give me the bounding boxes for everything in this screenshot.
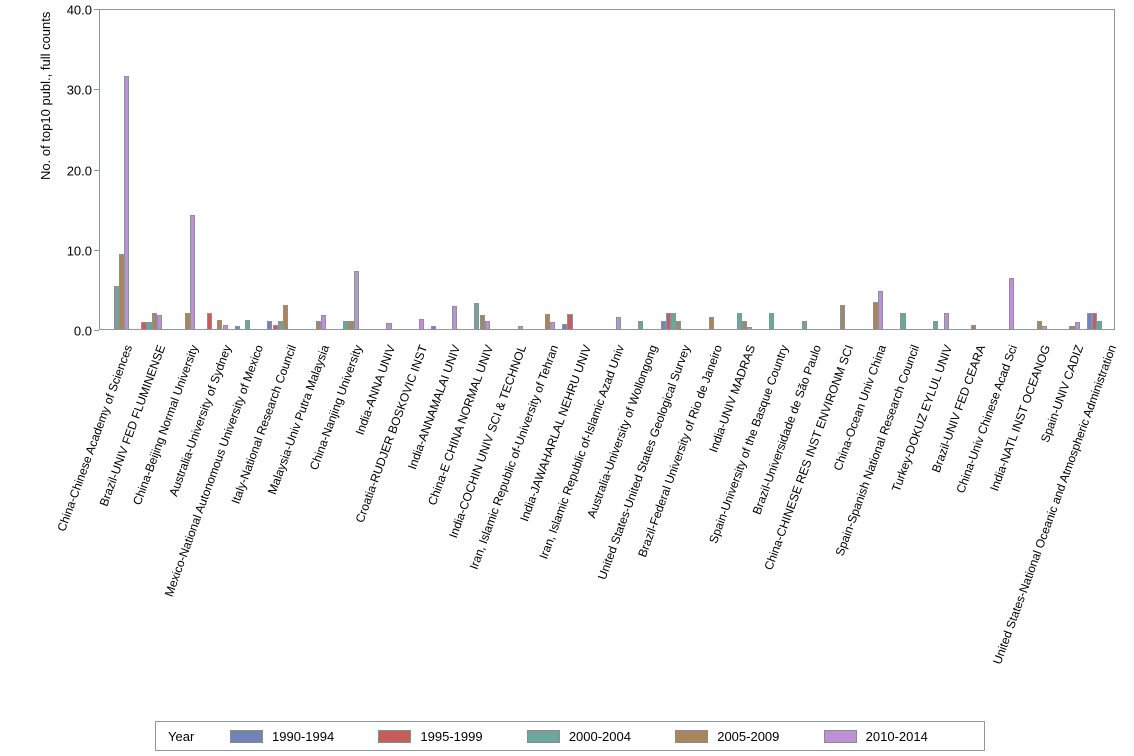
bar-1990-1994 <box>431 326 437 329</box>
bar-2005-2009 <box>348 321 354 329</box>
bar-2005-2009 <box>1069 326 1075 329</box>
bar-2010-2014 <box>1074 322 1080 329</box>
bar-2010-2014 <box>124 76 130 329</box>
bar-1995-1999 <box>272 325 278 329</box>
bar-1995-1999 <box>567 314 573 329</box>
bar-2000-2004 <box>244 320 251 329</box>
bar-2005-2009 <box>1036 321 1042 329</box>
bar-2010-2014 <box>1041 326 1048 329</box>
bar-2005-2009 <box>840 305 846 329</box>
bar-2000-2004 <box>277 321 283 329</box>
bar-2000-2004 <box>474 303 480 329</box>
bar-2000-2004 <box>146 322 152 329</box>
bar-2000-2004 <box>900 313 906 329</box>
bar-2005-2009 <box>479 315 485 329</box>
y-tick-label: 20.0 <box>66 163 92 178</box>
bar-2010-2014 <box>615 317 621 329</box>
legend-swatch-1990-1994 <box>230 729 263 743</box>
bar-2000-2004 <box>1097 321 1103 329</box>
legend: Year 1990-1994 1995-1999 2000-2004 2005-200… <box>155 721 985 751</box>
legend-label: 1995-1999 <box>420 728 483 744</box>
bar-2005-2009 <box>708 317 715 329</box>
bar-1990-1994 <box>660 321 666 329</box>
bar-2005-2009 <box>872 302 878 329</box>
bar-2010-2014 <box>386 323 392 329</box>
bar-2010-2014 <box>222 325 228 329</box>
bar-2005-2009 <box>315 321 321 329</box>
x-axis-label: India-NATL INST OCEANOG <box>987 343 1054 493</box>
bar-2005-2009 <box>184 313 190 329</box>
bar-2010-2014 <box>451 306 458 329</box>
legend-swatch-1995-1999 <box>378 729 412 743</box>
y-tick-mark <box>94 169 99 171</box>
bar-1995-1999 <box>206 313 213 329</box>
legend-item: 2000-2004 <box>526 728 675 744</box>
bar-2000-2004 <box>802 321 808 329</box>
legend-swatch-2000-2004 <box>526 729 560 743</box>
legend-item: 2010-2014 <box>823 728 972 744</box>
bar-2005-2009 <box>217 320 223 329</box>
bar-2010-2014 <box>550 322 556 329</box>
bar-2005-2009 <box>282 305 289 329</box>
legend-item: 2005-2009 <box>675 729 823 744</box>
y-tick-mark <box>94 9 99 10</box>
bar-2005-2009 <box>676 321 682 329</box>
legend-label: 2010-2014 <box>865 728 928 744</box>
y-tick-mark <box>94 330 99 331</box>
bar-2010-2014 <box>943 313 949 329</box>
bar-2005-2009 <box>971 325 977 329</box>
bar-2000-2004 <box>113 286 119 329</box>
bar-2000-2004 <box>670 313 677 329</box>
legend-title: Year <box>168 728 195 744</box>
legend-item: 1990-1994 <box>230 729 378 744</box>
bar-2005-2009 <box>119 254 125 329</box>
bar-2000-2004 <box>736 313 742 329</box>
bar-2005-2009 <box>545 314 551 329</box>
legend-swatch-2005-2009 <box>675 729 709 743</box>
x-axis-label: Turkey-DOKUZ EYLUL UNIV <box>888 343 955 494</box>
y-tick-label: 0.0 <box>73 323 92 339</box>
legend-label: 2005-2009 <box>717 728 780 744</box>
legend-label: 2000-2004 <box>568 728 631 744</box>
bar-2010-2014 <box>746 327 753 329</box>
bar-1990-1994 <box>267 321 273 329</box>
y-tick-label: 10.0 <box>66 243 92 259</box>
y-tick-label: 40.0 <box>66 2 92 18</box>
bar-2010-2014 <box>517 326 523 329</box>
x-axis-label: China-Univ Chinese Acad Sci <box>953 343 1021 496</box>
y-tick-mark <box>94 249 99 251</box>
bar-1990-1994 <box>562 324 568 329</box>
bar-2010-2014 <box>878 291 884 329</box>
bar-2005-2009 <box>741 321 747 329</box>
y-tick-label: 30.0 <box>66 82 92 98</box>
legend-swatch-2010-2014 <box>823 729 857 743</box>
bar-2010-2014 <box>320 315 326 329</box>
y-tick-mark <box>94 89 99 91</box>
bar-1990-1994 <box>234 326 240 329</box>
x-axis-label: Malaysia-Univ Putra Malaysia <box>264 343 333 497</box>
bar-2010-2014 <box>419 319 425 329</box>
bar-2010-2014 <box>353 271 359 329</box>
bar-2010-2014 <box>484 321 490 329</box>
legend-label: 1990-1994 <box>272 728 335 744</box>
bar-1990-1994 <box>1086 313 1092 329</box>
bar-2005-2009 <box>151 313 157 329</box>
bar-2000-2004 <box>933 321 939 329</box>
bar-2010-2014 <box>1009 278 1015 329</box>
bar-1995-1999 <box>141 322 147 329</box>
plot-area: No. of top10 publ., full counts 0.0 10.0 2… <box>38 3 1119 667</box>
legend-item: 1995-1999 <box>378 729 526 744</box>
bar-2010-2014 <box>189 215 195 329</box>
bar-2000-2004 <box>769 313 775 329</box>
bar-2000-2004 <box>343 321 349 329</box>
bar-2010-2014 <box>157 315 163 329</box>
bar-1995-1999 <box>665 313 671 329</box>
bar-1995-1999 <box>1091 313 1097 329</box>
bar-2000-2004 <box>638 321 644 329</box>
x-axis-label-anchor: United States-National Oceanic and Atmos… <box>990 341 1134 666</box>
